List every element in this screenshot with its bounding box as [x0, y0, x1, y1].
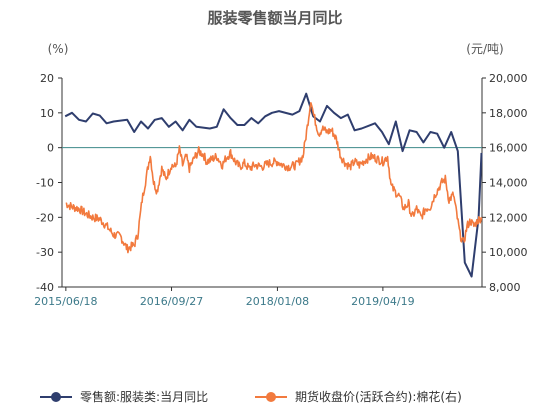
legend-marker-1 [51, 392, 61, 402]
series-layer [64, 92, 483, 278]
left-tick-label: 0 [47, 142, 54, 155]
chart-axes: 20 10 0 -10 -20 -30 -40 20,000 18,000 16,000 14,00… [34, 72, 527, 308]
right-tick-label: 8,000 [489, 281, 521, 294]
left-axis-unit: (%) [48, 42, 69, 56]
x-tick-label: 2018/01/08 [246, 295, 309, 308]
x-tick-label: 2016/09/27 [140, 295, 203, 308]
series-line-1 [64, 92, 483, 278]
x-tick-label: 2015/06/18 [34, 295, 97, 308]
chart-legend: 零售额:服装类:当月同比 期货收盘价(活跃合约):棉花(右) [40, 389, 462, 404]
legend-marker-2 [266, 392, 276, 402]
left-tick-label: -20 [36, 211, 54, 224]
left-tick-label: 20 [40, 72, 54, 85]
right-tick-label: 18,000 [489, 107, 528, 120]
left-tick-label: -10 [36, 177, 54, 190]
right-tick-label: 12,000 [489, 211, 528, 224]
left-tick-label: -40 [36, 281, 54, 294]
right-tick-label: 14,000 [489, 177, 528, 190]
legend-label-1: 零售额:服装类:当月同比 [80, 389, 208, 404]
right-tick-label: 20,000 [489, 72, 528, 85]
right-axis-unit: (元/吨) [466, 42, 503, 56]
series-line-2 [65, 102, 483, 254]
x-tick-label: 2019/04/19 [351, 295, 414, 308]
left-tick-label: 10 [40, 107, 54, 120]
legend-label-2: 期货收盘价(活跃合约):棉花(右) [295, 389, 462, 404]
chart-title: 服装零售额当月同比 [207, 9, 342, 27]
right-tick-label: 10,000 [489, 246, 528, 259]
right-tick-label: 16,000 [489, 142, 528, 155]
left-tick-label: -30 [36, 246, 54, 259]
